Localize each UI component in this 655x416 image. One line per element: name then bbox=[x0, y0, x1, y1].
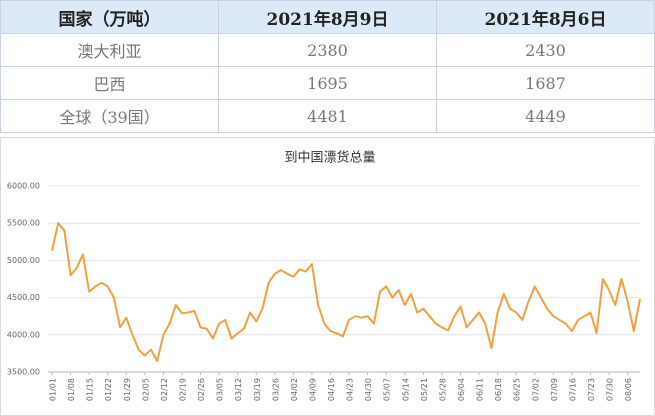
x-tick-label: 08/06 bbox=[624, 378, 633, 401]
cell: 全球（39国） bbox=[0, 99, 219, 133]
data-line bbox=[51, 222, 641, 362]
x-tick-label: 05/21 bbox=[420, 378, 429, 401]
y-tick-label: 5000.00 bbox=[7, 256, 40, 265]
data-table: 国家（万吨） 2021年8月9日 2021年8月6日 澳大利亚 2380 2430 … bbox=[0, 0, 655, 133]
x-tick-label: 07/09 bbox=[550, 378, 559, 401]
x-tick-label: 07/02 bbox=[531, 378, 540, 401]
header-cell: 2021年8月9日 bbox=[218, 0, 437, 34]
header-cell: 2021年8月6日 bbox=[436, 0, 655, 34]
x-tick-label: 06/11 bbox=[476, 378, 485, 401]
row: 巴西 1695 1687 bbox=[0, 66, 655, 100]
y-tick-label: 6000.00 bbox=[7, 182, 40, 191]
x-tick-label: 01/08 bbox=[67, 378, 76, 401]
chart: 到中国漂货总量 3500.00 4000.00 4500.00 5000.00 5500… bbox=[0, 137, 655, 416]
x-tick-label: 02/26 bbox=[197, 378, 206, 401]
x-tick-label: 04/30 bbox=[364, 378, 373, 401]
x-tick-label: 05/28 bbox=[438, 378, 447, 401]
x-tick-label: 04/09 bbox=[308, 378, 317, 401]
row: 全球（39国） 4481 4449 bbox=[0, 99, 655, 133]
x-tick-label: 01/01 bbox=[49, 378, 58, 401]
cell: 2430 bbox=[436, 33, 655, 67]
x-tick-label: 07/23 bbox=[587, 378, 596, 401]
x-tick-label: 01/22 bbox=[104, 378, 113, 401]
x-tick-label: 03/12 bbox=[234, 378, 243, 401]
x-tick-label: 01/15 bbox=[86, 378, 95, 401]
cell: 4481 bbox=[218, 99, 437, 133]
header-cell: 国家（万吨） bbox=[0, 0, 219, 34]
x-tick-label: 07/16 bbox=[568, 378, 577, 401]
x-tick-label: 04/02 bbox=[290, 378, 299, 401]
x-tick-label: 02/05 bbox=[141, 378, 150, 401]
x-tick-label: 02/19 bbox=[178, 378, 187, 401]
cell: 4449 bbox=[436, 99, 655, 133]
chart-frame bbox=[0, 137, 655, 416]
x-tick-label: 05/07 bbox=[383, 378, 392, 401]
y-tick-label: 3500.00 bbox=[7, 368, 40, 377]
cell: 1695 bbox=[218, 66, 437, 100]
cell: 澳大利亚 bbox=[0, 33, 219, 67]
x-tick-label: 03/19 bbox=[253, 378, 262, 401]
x-tick-label: 01/29 bbox=[123, 378, 132, 401]
x-tick-label: 04/23 bbox=[346, 378, 355, 401]
x-tick-label: 06/25 bbox=[513, 378, 522, 401]
x-tick-label: 06/18 bbox=[494, 378, 503, 401]
y-tick-label: 4000.00 bbox=[7, 330, 40, 339]
cell: 1687 bbox=[436, 66, 655, 100]
x-tick-label: 05/14 bbox=[401, 378, 410, 401]
y-tick-label: 4500.00 bbox=[7, 293, 40, 302]
cell: 2380 bbox=[218, 33, 437, 67]
chart-title: 到中国漂货总量 bbox=[284, 150, 375, 166]
x-tick-label: 07/30 bbox=[606, 378, 615, 401]
header-row: 国家（万吨） 2021年8月9日 2021年8月6日 bbox=[0, 0, 655, 34]
cell: 巴西 bbox=[0, 66, 219, 100]
x-tick-label: 03/26 bbox=[271, 378, 280, 401]
x-tick-label: 03/05 bbox=[216, 378, 225, 401]
row: 澳大利亚 2380 2430 bbox=[0, 33, 655, 67]
x-tick-label: 06/04 bbox=[457, 378, 466, 401]
x-tick-label: 04/16 bbox=[327, 378, 336, 401]
x-tick-label: 02/12 bbox=[160, 378, 169, 401]
y-tick-label: 5500.00 bbox=[7, 219, 40, 228]
